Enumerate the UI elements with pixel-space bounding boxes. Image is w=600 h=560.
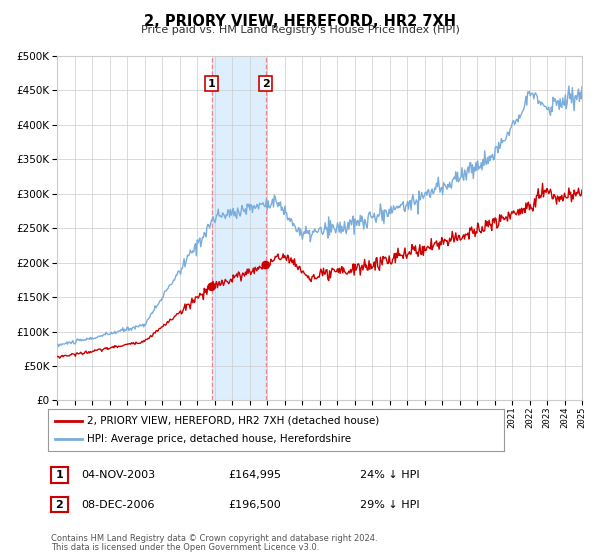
Text: 2: 2	[262, 78, 269, 88]
Text: 2, PRIORY VIEW, HEREFORD, HR2 7XH: 2, PRIORY VIEW, HEREFORD, HR2 7XH	[144, 14, 456, 29]
Text: This data is licensed under the Open Government Licence v3.0.: This data is licensed under the Open Gov…	[51, 543, 319, 552]
Text: 04-NOV-2003: 04-NOV-2003	[81, 470, 155, 480]
Text: 1: 1	[56, 470, 63, 480]
Text: Contains HM Land Registry data © Crown copyright and database right 2024.: Contains HM Land Registry data © Crown c…	[51, 534, 377, 543]
Text: 2: 2	[56, 500, 63, 510]
Point	[207, 282, 217, 291]
Bar	[212, 56, 266, 400]
Text: 08-DEC-2006: 08-DEC-2006	[81, 500, 155, 510]
Text: HPI: Average price, detached house, Herefordshire: HPI: Average price, detached house, Here…	[87, 434, 351, 444]
Text: 1: 1	[208, 78, 215, 88]
Text: 2, PRIORY VIEW, HEREFORD, HR2 7XH (detached house): 2, PRIORY VIEW, HEREFORD, HR2 7XH (detac…	[87, 416, 379, 426]
Text: Price paid vs. HM Land Registry's House Price Index (HPI): Price paid vs. HM Land Registry's House …	[140, 25, 460, 35]
Text: 24% ↓ HPI: 24% ↓ HPI	[360, 470, 419, 480]
Text: £164,995: £164,995	[228, 470, 281, 480]
Text: 29% ↓ HPI: 29% ↓ HPI	[360, 500, 419, 510]
Text: £196,500: £196,500	[228, 500, 281, 510]
Point	[261, 260, 271, 269]
